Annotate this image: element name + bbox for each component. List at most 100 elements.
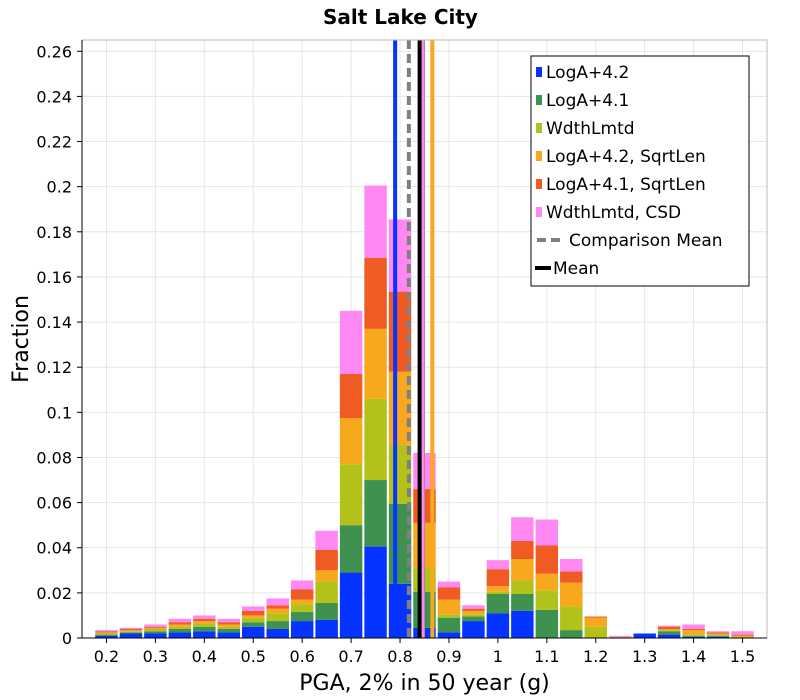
bar-segment xyxy=(242,626,265,638)
bar-segment xyxy=(608,635,632,637)
bar-segment xyxy=(437,581,461,588)
bar-segment xyxy=(339,464,363,526)
bar-segment xyxy=(315,570,338,582)
bar-segment xyxy=(144,628,167,632)
bar-segment xyxy=(144,624,167,627)
bar-segment xyxy=(315,549,338,571)
bar-segment xyxy=(657,628,681,631)
bar-segment xyxy=(731,635,754,637)
bar-segment xyxy=(682,630,705,635)
legend-swatch xyxy=(536,95,542,105)
bar-segment xyxy=(266,608,289,614)
bar-segment xyxy=(462,616,485,622)
bar-segment xyxy=(95,630,118,632)
bar-segment xyxy=(339,572,363,638)
bar-segment xyxy=(511,559,534,581)
bar-segment xyxy=(217,628,241,633)
y-tick-label: 0.22 xyxy=(36,133,72,152)
bar-segment xyxy=(535,590,559,610)
legend-label: LogA+4.1, SqrtLen xyxy=(546,175,706,195)
bar-segment xyxy=(388,503,412,584)
bar-segment xyxy=(462,608,485,611)
bar-segment xyxy=(95,631,118,633)
bar-segment xyxy=(119,630,143,632)
bar-segment xyxy=(560,571,583,583)
bar-segment xyxy=(657,634,681,638)
legend-swatch xyxy=(536,207,542,217)
x-tick-label: 0.6 xyxy=(289,647,314,666)
bar-segment xyxy=(584,626,607,638)
bar-segment xyxy=(706,631,730,633)
bar-segment xyxy=(486,586,510,592)
bar-segment xyxy=(364,328,387,399)
bar-segment xyxy=(584,617,607,627)
bar-segment xyxy=(290,580,314,590)
bar-segment xyxy=(511,580,534,594)
bar-segment xyxy=(242,615,265,618)
bar-segment xyxy=(168,626,192,629)
bar-segment xyxy=(657,625,681,627)
legend-label: Comparison Mean xyxy=(569,231,723,251)
x-axis-label: PGA, 2% in 50 year (g) xyxy=(299,671,550,696)
legend-box xyxy=(530,55,750,287)
bar-segment xyxy=(290,604,314,613)
bar-segment xyxy=(339,373,363,418)
bar-segment xyxy=(535,545,559,574)
legend-label: LogA+4.1 xyxy=(546,91,629,111)
bar-segment xyxy=(706,633,730,635)
bar-segment xyxy=(388,291,412,372)
legend-swatch xyxy=(536,67,542,77)
bar-segment xyxy=(95,632,118,634)
bar-segment xyxy=(511,593,534,611)
bar-segment xyxy=(364,257,387,329)
bar-segment xyxy=(535,519,559,546)
bar-segment xyxy=(608,636,632,638)
bar-segment xyxy=(217,618,241,623)
bar-segment xyxy=(657,630,681,632)
legend-label: Mean xyxy=(553,259,599,279)
bar-segment xyxy=(144,627,167,629)
y-tick-label: 0.26 xyxy=(36,42,72,61)
bar-segment xyxy=(266,598,289,606)
bar-segment xyxy=(290,612,314,622)
bar-segment xyxy=(290,621,314,638)
bar-segment xyxy=(217,626,241,629)
bar-segment xyxy=(364,480,387,547)
bar-segment xyxy=(486,591,510,594)
bar-segment xyxy=(731,634,754,636)
bar-segment xyxy=(266,628,289,638)
y-tick-label: 0.14 xyxy=(36,313,72,332)
bar-segment xyxy=(706,636,730,638)
y-axis-label: Fraction xyxy=(9,295,34,383)
bar-segment xyxy=(486,569,510,587)
bar-segment xyxy=(95,633,118,635)
bar-segment xyxy=(682,628,705,631)
y-tick-label: 0.06 xyxy=(36,494,72,513)
bar-segment xyxy=(486,613,510,638)
bar-segment xyxy=(560,582,583,607)
bar-segment xyxy=(144,626,167,628)
y-tick-label: 0.2 xyxy=(47,178,72,197)
bar-segment xyxy=(486,593,510,614)
bar-segment xyxy=(119,628,143,631)
bar-segment xyxy=(731,631,754,635)
bar-segment xyxy=(266,605,289,609)
bar-segment xyxy=(731,636,754,638)
bar-segment xyxy=(242,617,265,623)
bar-segment xyxy=(193,621,216,624)
bar-segment xyxy=(682,636,705,638)
bar-segment xyxy=(193,631,216,638)
bar-segment xyxy=(242,606,265,611)
bar-segment xyxy=(682,634,705,636)
bar-segment xyxy=(657,631,681,635)
legend-swatch xyxy=(536,151,542,161)
bar-segment xyxy=(706,632,730,634)
bar-segment xyxy=(315,530,338,550)
x-tick-label: 0.4 xyxy=(192,647,217,666)
x-tick-label: 1.4 xyxy=(681,647,706,666)
bar-segment xyxy=(119,633,143,638)
legend-label: LogA+4.2, SqrtLen xyxy=(546,147,706,167)
bar-segment xyxy=(535,573,559,591)
bar-segment xyxy=(364,185,387,258)
